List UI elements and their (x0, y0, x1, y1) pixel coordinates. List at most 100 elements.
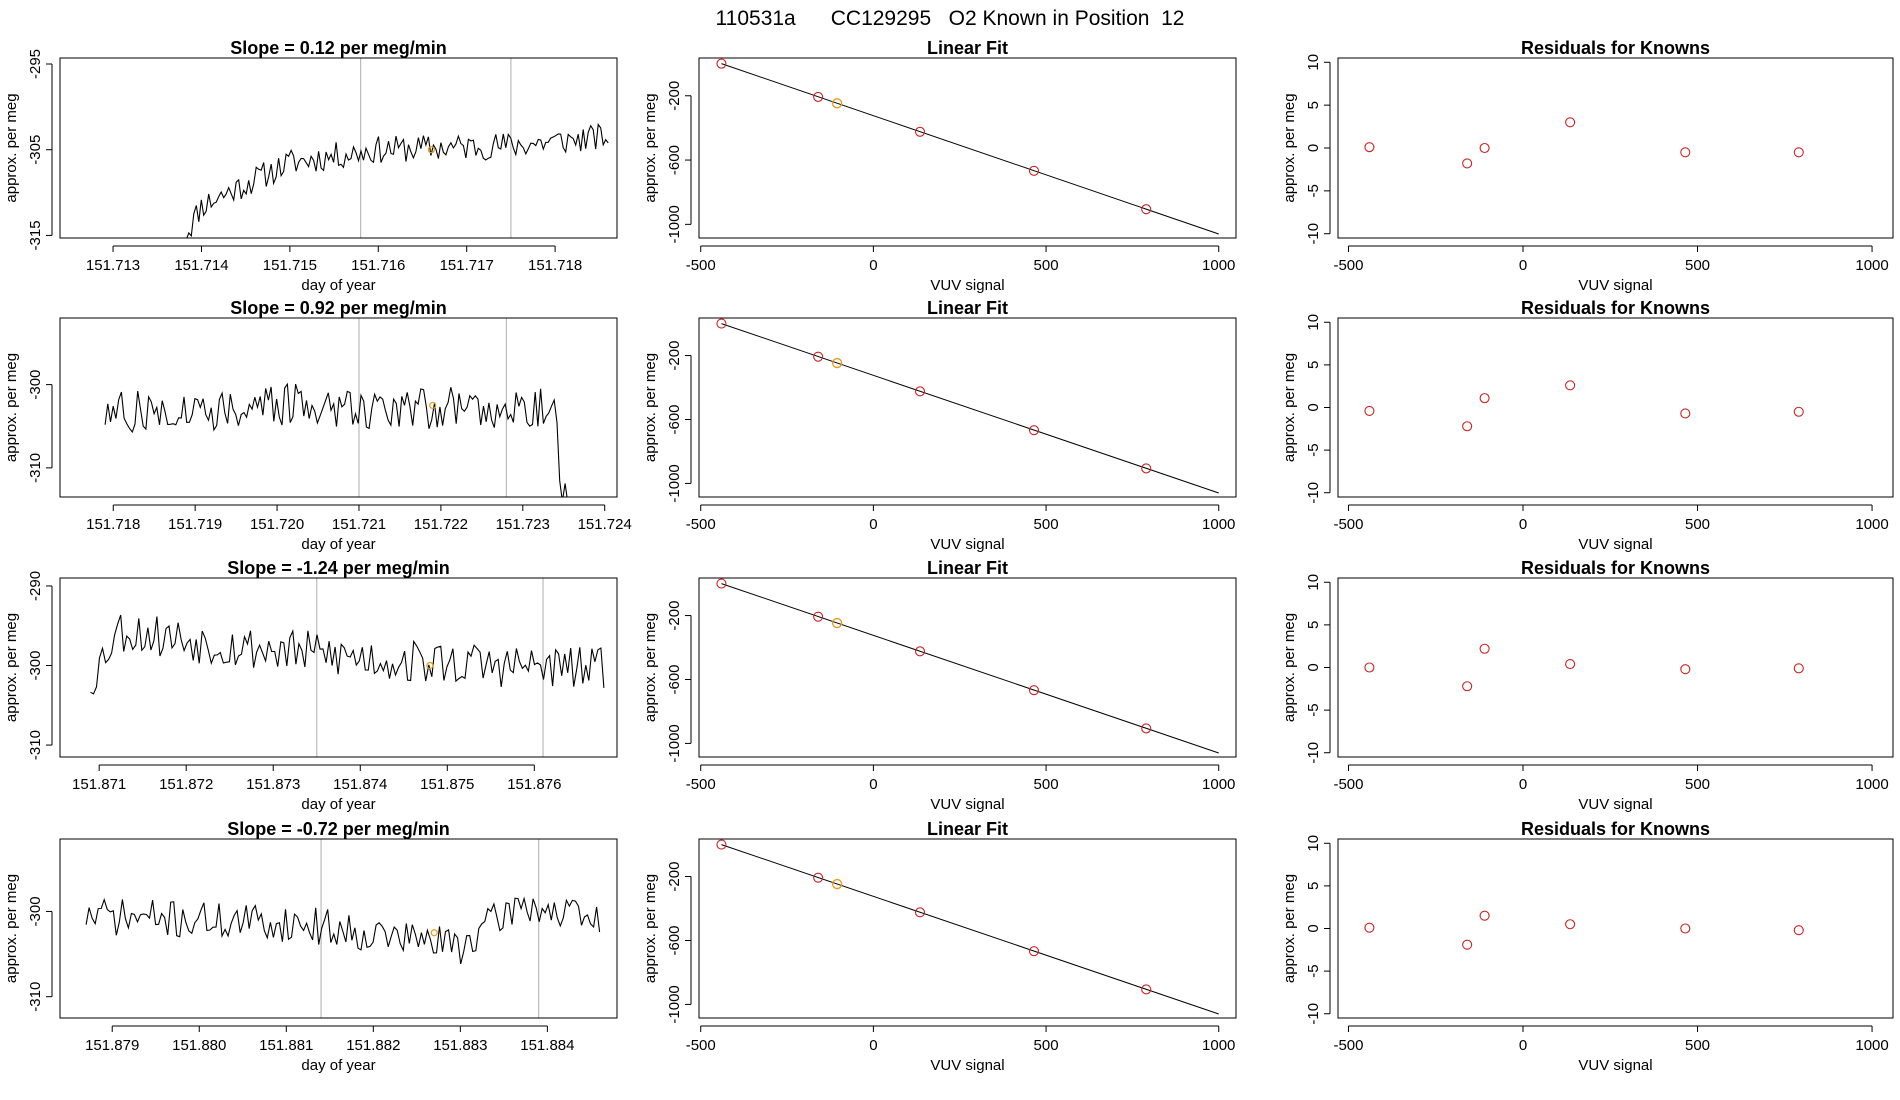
panel-linear-fit-row2: Linear Fit -500 0 500 1000 VUV signal -200 -600… (642, 298, 1237, 553)
y-tick-label: -300 (27, 896, 44, 926)
y-tick-label: -310 (27, 453, 44, 483)
fit-line (721, 844, 1219, 1015)
x-tick-label: 1000 (1202, 776, 1235, 793)
fit-line (721, 63, 1219, 235)
highlight-point (831, 617, 843, 629)
x-axis-label: day of year (301, 1057, 375, 1074)
x-tick-label: 151.716 (351, 257, 405, 274)
y-axis-label: approx. per meg (642, 353, 659, 462)
y-tick-label: -5 (1305, 184, 1322, 197)
y-tick-label: -10 (1305, 1003, 1322, 1025)
y-tick-label: -1000 (666, 985, 683, 1023)
x-tick-label: 500 (1034, 516, 1059, 533)
x-tick-label: 500 (1034, 1037, 1059, 1054)
data-point (1479, 643, 1490, 654)
y-axis: 10 5 0 -5 -10 (1305, 54, 1331, 245)
data-point (1565, 919, 1576, 930)
panel-title: Linear Fit (927, 819, 1008, 839)
data-point (1364, 405, 1375, 416)
data-point (716, 839, 727, 850)
y-tick-label: 0 (1305, 403, 1322, 411)
y-tick-label: -310 (27, 982, 44, 1012)
x-tick-label: 151.718 (528, 257, 582, 274)
y-axis: 10 5 0 -5 -10 (1305, 835, 1331, 1025)
x-tick-label: 500 (1685, 776, 1710, 793)
panel-title: Residuals for Knowns (1521, 38, 1710, 58)
panel-residuals-row4: Residuals for Knowns -500 0 500 1000 VUV sign… (1281, 819, 1894, 1074)
y-tick-label: -1000 (666, 464, 683, 502)
x-tick-label: 151.882 (346, 1037, 400, 1054)
x-tick-label: 1000 (1202, 257, 1235, 274)
x-tick-label: 151.723 (496, 516, 550, 533)
data-point (1680, 147, 1691, 158)
panel-linear-fit-row1: Linear Fit -500 0 500 1000 VUV signal -200 -600… (642, 38, 1237, 294)
x-tick-label: 151.872 (159, 776, 213, 793)
x-tick-label: 151.884 (520, 1037, 574, 1054)
data-series-line (85, 896, 601, 965)
y-tick-label: -1000 (666, 724, 683, 762)
y-tick-label: 10 (1305, 54, 1322, 71)
x-tick-label: -500 (686, 516, 716, 533)
x-tick-label: 151.873 (246, 776, 300, 793)
plot-frame (1337, 57, 1894, 239)
plot-frame (1337, 838, 1894, 1019)
y-tick-label: -200 (666, 601, 683, 631)
plot-frame (59, 577, 618, 758)
data-point (1462, 681, 1473, 692)
data-point (716, 578, 727, 589)
y-axis-label: approx. per meg (642, 874, 659, 983)
x-tick-label: 1000 (1855, 257, 1888, 274)
plot-area (716, 578, 1219, 754)
data-point (914, 126, 926, 137)
y-axis-label: approx. per meg (1281, 613, 1298, 722)
y-axis: -290 -300 -310 (27, 571, 53, 760)
data-point (1141, 204, 1152, 215)
y-tick-label: 5 (1305, 621, 1322, 629)
data-point (716, 318, 727, 329)
x-tick-label: 0 (1519, 776, 1527, 793)
x-tick-label: -500 (686, 257, 716, 274)
x-tick-label: 151.721 (332, 516, 386, 533)
data-point (813, 351, 824, 362)
x-tick-label: 151.874 (333, 776, 387, 793)
x-tick-label: -500 (1333, 257, 1363, 274)
x-axis: 151.718 151.719 151.720 151.721 151.722 151.7… (86, 504, 632, 533)
data-point (914, 646, 926, 657)
y-axis: -200 -600 -1000 (666, 862, 692, 1024)
highlight-point (831, 98, 843, 109)
y-axis-label: approx. per meg (642, 93, 659, 202)
plot-frame (1337, 317, 1894, 498)
x-tick-label: 151.871 (72, 776, 126, 793)
y-axis: -300 -310 (27, 370, 53, 483)
data-point (813, 611, 824, 622)
data-point (1680, 664, 1691, 675)
x-tick-label: 500 (1685, 516, 1710, 533)
panel-title: Slope = -0.72 per meg/min (227, 819, 450, 839)
plot-area (186, 58, 609, 238)
data-point (1141, 984, 1152, 995)
highlight-point (429, 401, 437, 410)
data-point (1028, 946, 1040, 957)
y-tick-label: -10 (1305, 742, 1322, 764)
data-point (1680, 923, 1691, 934)
x-axis-label: VUV signal (1578, 796, 1652, 813)
plot-frame (698, 57, 1237, 239)
data-point (1364, 142, 1375, 153)
data-point (1479, 393, 1490, 404)
data-point (1141, 723, 1152, 734)
y-tick-label: -310 (27, 730, 44, 760)
y-tick-label: -5 (1305, 443, 1322, 456)
plot-frame (59, 838, 618, 1019)
y-tick-label: 0 (1305, 144, 1322, 152)
x-axis-label: VUV signal (930, 1057, 1004, 1074)
plot-area (1364, 910, 1804, 950)
y-tick-label: -600 (666, 925, 683, 955)
panel-title: Linear Fit (927, 38, 1008, 58)
panel-residuals-row1: Residuals for Knowns -500 0 500 1000 VUV sign… (1281, 38, 1894, 294)
y-tick-label: -300 (27, 650, 44, 680)
panel-title: Residuals for Knowns (1521, 819, 1710, 839)
fit-line (721, 583, 1219, 754)
